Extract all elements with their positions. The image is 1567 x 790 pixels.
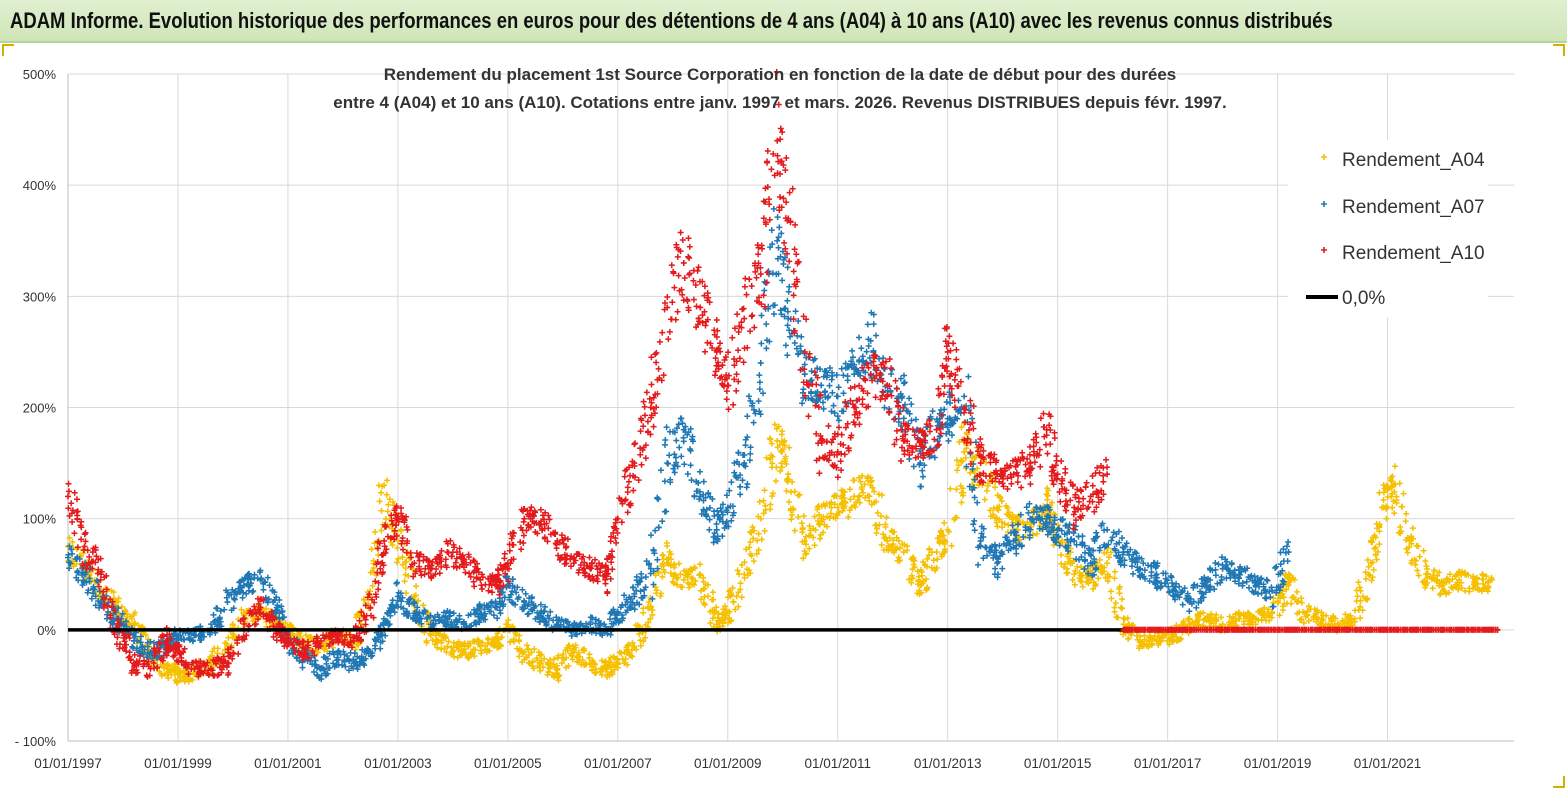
x-tick-label: 01/01/2017 xyxy=(1134,756,1202,771)
point-a04 xyxy=(961,448,968,455)
point-a07 xyxy=(818,382,825,389)
series-a07-1 xyxy=(65,205,1292,683)
y-tick-label: - 100% xyxy=(15,734,57,749)
legend-label: Rendement_A07 xyxy=(1342,197,1485,218)
legend-label: Rendement_A04 xyxy=(1342,150,1485,171)
y-tick-label: 500% xyxy=(23,67,57,82)
chart: 500% 400% 300% 200% 100% 0% - 100% 01/01/1997 01… xyxy=(15,65,1514,771)
point-a04 xyxy=(1120,621,1127,628)
point-a04 xyxy=(1104,560,1111,567)
y-tick-label: 300% xyxy=(23,289,57,304)
chart-legend: Rendement_A04 Rendement_A07 Rendement_A10 0… xyxy=(1288,140,1488,318)
x-tick-label: 01/01/2007 xyxy=(584,756,652,771)
point-a10 xyxy=(1071,504,1078,511)
point-a10 xyxy=(1054,471,1061,478)
chart-marks xyxy=(65,68,1501,686)
point-a04 xyxy=(900,549,907,556)
point-a10 xyxy=(867,371,874,378)
corner-marker-bottom-right xyxy=(1553,776,1565,788)
x-tick-label: 01/01/2001 xyxy=(254,756,322,771)
corner-marker-top-right xyxy=(1553,44,1565,56)
x-tick-label: 01/01/2003 xyxy=(364,756,432,771)
zero-line-group xyxy=(68,626,1501,633)
point-a10 xyxy=(977,460,984,467)
point-a10 xyxy=(757,271,764,278)
header-banner: ADAM Informe. Evolution historique des p… xyxy=(0,0,1567,43)
x-tick-label: 01/01/2021 xyxy=(1354,756,1422,771)
legend-plus-swatch xyxy=(1321,201,1327,207)
x-tick-label: 01/01/2013 xyxy=(914,756,982,771)
point-a04 xyxy=(1087,576,1094,583)
point-a07 xyxy=(961,393,968,400)
scatter-cloud-a07 xyxy=(65,205,1292,683)
legend-label: 0,0% xyxy=(1342,288,1385,309)
y-tick-label: 0% xyxy=(37,623,56,638)
y-tick-label: 100% xyxy=(23,512,57,527)
point-a04 xyxy=(444,643,451,650)
legend-plus-swatch xyxy=(1321,247,1327,253)
chart-title-line-2: entre 4 (A04) et 10 ans (A10). Cotations… xyxy=(333,93,1227,112)
y-tick-label: 400% xyxy=(23,178,57,193)
x-tick-label: 01/01/2019 xyxy=(1244,756,1312,771)
x-tick-label: 01/01/2011 xyxy=(804,756,871,771)
x-tick-label: 01/01/1997 xyxy=(34,756,102,771)
scatter-cloud-a10 xyxy=(65,68,1111,680)
point-a10 xyxy=(741,315,748,322)
y-tick-label: 200% xyxy=(23,401,57,416)
page-title: ADAM Informe. Evolution historique des p… xyxy=(10,8,1333,33)
point-a10 xyxy=(944,348,951,355)
legend-label: Rendement_A10 xyxy=(1342,243,1485,264)
point-a04 xyxy=(785,471,792,478)
x-tick-label: 01/01/2009 xyxy=(694,756,762,771)
point-a10 xyxy=(65,493,71,500)
point-a10 xyxy=(444,549,451,556)
point-a04 xyxy=(680,576,687,583)
point-a10 xyxy=(697,304,704,311)
point-a04 xyxy=(834,504,841,511)
point-a07 xyxy=(774,237,781,244)
chart-title-line-1: Rendement du placement 1st Source Corpor… xyxy=(384,65,1177,84)
point-a04 xyxy=(1071,571,1078,578)
series-a10-2 xyxy=(65,68,1111,680)
point-a10 xyxy=(801,348,808,355)
a10-zero-markers xyxy=(1120,626,1501,633)
x-tick-label: 01/01/2005 xyxy=(474,756,542,771)
chart-axes: 500% 400% 300% 200% 100% 0% - 100% 01/01/1997 01… xyxy=(15,67,1514,771)
corner-marker-top-left xyxy=(2,44,14,56)
point-a10 xyxy=(933,426,940,433)
point-a10 xyxy=(1104,471,1111,478)
point-a07 xyxy=(713,526,720,533)
point-a10 xyxy=(381,537,388,544)
point-a10 xyxy=(680,259,687,266)
point-a07 xyxy=(757,360,764,367)
legend-box xyxy=(1288,140,1488,318)
x-tick-label: 01/01/2015 xyxy=(1024,756,1092,771)
legend-plus-swatch xyxy=(1321,154,1327,160)
x-tick-label: 01/01/1999 xyxy=(144,756,212,771)
